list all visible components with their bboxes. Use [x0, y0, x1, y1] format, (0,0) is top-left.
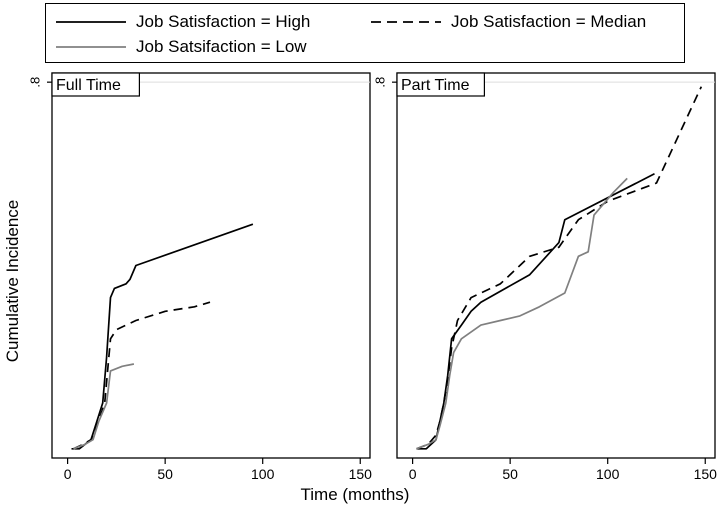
panel-0-xtick-label-2: 100	[251, 466, 275, 482]
x-axis-label: Time (months)	[301, 485, 410, 504]
panel-1-series-low	[416, 177, 628, 450]
panel-0-xtick-label-1: 50	[157, 466, 173, 482]
panel-0-xtick-label-0: 0	[64, 466, 72, 482]
panel-1-xtick-label-3: 150	[694, 466, 718, 482]
legend: Job Satisfaction = High Job Satisfaction…	[45, 3, 685, 63]
panel-1-series-median	[416, 86, 703, 450]
legend-item-high: Job Satisfaction = High	[56, 12, 310, 32]
legend-item-low: Job Satsifaction = Low	[56, 37, 307, 57]
panel-1-xtick-label-1: 50	[502, 466, 518, 482]
panel-1-title: Part Time	[401, 77, 470, 94]
legend-label-low: Job Satsifaction = Low	[136, 37, 307, 56]
legend-swatch-high	[56, 21, 126, 23]
panel-frame-1	[396, 72, 716, 459]
panel-frame-0	[51, 72, 371, 459]
panel-0-title-box	[51, 72, 141, 97]
legend-swatch-median	[371, 21, 441, 23]
legend-swatch-low	[56, 46, 126, 48]
panel-1-title-box	[396, 72, 486, 97]
panel-0-series-median	[73, 301, 211, 450]
panel-0-xtick-label-3: 150	[349, 466, 373, 482]
panel-0-title: Full Time	[56, 77, 121, 94]
panel-0-ytick-label-0: .8	[28, 77, 43, 88]
panel-1-xtick-label-0: 0	[409, 466, 417, 482]
legend-item-median: Job Satisfaction = Median	[371, 12, 646, 32]
legend-label-median: Job Satisfaction = Median	[451, 12, 647, 31]
panel-0-series-low	[73, 363, 135, 450]
legend-label-high: Job Satisfaction = High	[136, 12, 311, 31]
y-axis-label: Cumulative Incidence	[3, 200, 22, 363]
panel-1-ytick-label-0: .8	[373, 77, 388, 88]
panel-1-xtick-label-2: 100	[596, 466, 620, 482]
